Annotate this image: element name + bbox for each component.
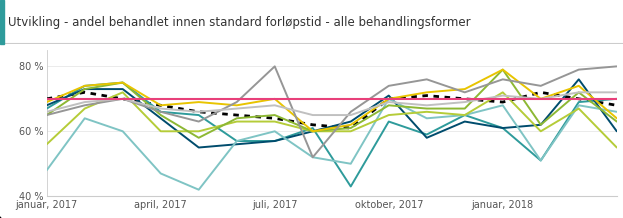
Bar [0, 0, 4, 44]
Text: Utvikling - andel behandlet innen standard forløpstid - alle behandlingsformer: Utvikling - andel behandlet innen standa… [8, 16, 471, 29]
